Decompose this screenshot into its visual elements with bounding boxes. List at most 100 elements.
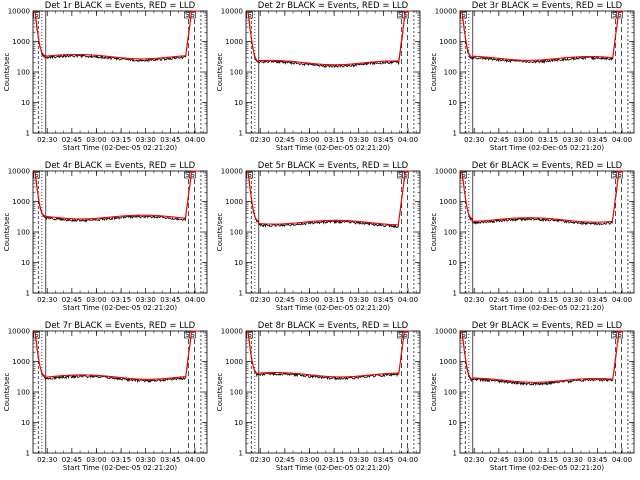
chart-title: Det 1r BLACK = Events, RED = LLD xyxy=(45,1,196,11)
y-tick-label: 1 xyxy=(26,290,30,298)
y-tick-label: 1 xyxy=(239,290,243,298)
y-tick-label: 1 xyxy=(26,450,30,458)
top-marker-label: S xyxy=(34,11,39,19)
plot-frame xyxy=(245,170,421,294)
y-axis-label: Counts/sec xyxy=(3,373,11,412)
y-axis-label: Counts/sec xyxy=(430,213,438,252)
y-tick-label: 10 xyxy=(448,99,457,107)
chart-title: Det 5r BLACK = Events, RED = LLD xyxy=(258,161,409,171)
y-tick-label: 1000 xyxy=(12,358,30,366)
top-marker-label: S xyxy=(247,331,252,339)
top-marker-box xyxy=(402,331,409,339)
x-axis-label: Start Time (02-Dec-05 02:21:20) xyxy=(63,304,177,312)
chart-title: Det 7r BLACK = Events, RED = LLD xyxy=(45,321,196,331)
top-marker-label: S xyxy=(461,171,466,179)
x-tick-label: 03:00 xyxy=(513,136,533,144)
y-tick-label: 1 xyxy=(239,130,243,138)
top-marker-label: S xyxy=(612,171,617,179)
top-marker-label: S xyxy=(190,171,195,179)
y-tick-label: 10 xyxy=(21,419,30,427)
x-tick-label: 03:00 xyxy=(86,456,106,464)
top-marker-box xyxy=(460,331,467,339)
top-marker-label: S xyxy=(461,11,466,19)
x-tick-label: 03:15 xyxy=(538,136,558,144)
series-lld-line xyxy=(461,10,625,61)
x-tick-label: 03:15 xyxy=(324,296,344,304)
series-lld-line xyxy=(247,330,411,378)
top-marker-box xyxy=(616,171,623,179)
y-tick-label: 1000 xyxy=(225,358,243,366)
series-lld-line xyxy=(34,170,198,220)
y-axis-label: Counts/sec xyxy=(216,373,224,412)
x-tick-label: 03:15 xyxy=(324,456,344,464)
y-tick-label: 10 xyxy=(234,99,243,107)
y-tick-label: 1000 xyxy=(225,38,243,46)
y-tick-label: 100 xyxy=(230,69,243,77)
x-tick-label: 03:30 xyxy=(136,296,156,304)
chart-panel-det-6: Det 6r BLACK = Events, RED = LLD 1 10 100 10… xyxy=(430,161,635,312)
top-marker-label: S xyxy=(612,331,617,339)
x-tick-label: 02:30 xyxy=(464,456,484,464)
chart-title: Det 3r BLACK = Events, RED = LLD xyxy=(472,1,623,11)
x-tick-label: 03:30 xyxy=(563,136,583,144)
chart-title: Det 8r BLACK = Events, RED = LLD xyxy=(258,321,409,331)
top-marker-label: S xyxy=(185,331,190,339)
x-axis-label: Start Time (02-Dec-05 02:21:20) xyxy=(490,464,604,472)
x-tick-label: 03:00 xyxy=(86,296,106,304)
x-tick-label: 03:15 xyxy=(111,136,131,144)
y-axis-label: Counts/sec xyxy=(216,53,224,92)
y-tick-label: 100 xyxy=(230,229,243,237)
x-tick-label: 02:45 xyxy=(489,296,509,304)
y-tick-label: 10000 xyxy=(435,8,457,16)
x-axis-label: Start Time (02-Dec-05 02:21:20) xyxy=(63,464,177,472)
x-tick-label: 03:45 xyxy=(587,136,607,144)
top-marker-box xyxy=(246,11,253,19)
x-tick-label: 02:45 xyxy=(275,456,295,464)
x-tick-label: 02:30 xyxy=(250,296,270,304)
series-events-line xyxy=(247,10,411,69)
top-marker-label: S xyxy=(190,11,195,19)
top-marker-box xyxy=(189,171,196,179)
x-tick-label: 02:30 xyxy=(250,136,270,144)
chart-panel-det-2: Det 2r BLACK = Events, RED = LLD 1 10 100 10… xyxy=(216,1,421,152)
y-tick-label: 1 xyxy=(453,450,457,458)
top-marker-box xyxy=(460,11,467,19)
x-tick-label: 03:00 xyxy=(299,136,319,144)
chart-title: Det 6r BLACK = Events, RED = LLD xyxy=(472,161,623,171)
x-tick-label: 02:30 xyxy=(37,456,57,464)
x-tick-label: 04:00 xyxy=(398,456,418,464)
series-lld-line xyxy=(34,330,198,380)
y-tick-label: 100 xyxy=(17,389,30,397)
y-tick-label: 1 xyxy=(453,130,457,138)
x-axis-label: Start Time (02-Dec-05 02:21:20) xyxy=(276,464,390,472)
y-tick-label: 1000 xyxy=(12,198,30,206)
y-tick-label: 100 xyxy=(444,229,457,237)
y-tick-label: 1 xyxy=(26,130,30,138)
top-marker-label: S xyxy=(185,171,190,179)
x-tick-label: 03:45 xyxy=(373,456,393,464)
top-marker-box xyxy=(246,331,253,339)
plot-frame xyxy=(32,170,208,294)
x-tick-label: 03:00 xyxy=(299,456,319,464)
y-tick-label: 1000 xyxy=(439,38,457,46)
y-tick-label: 100 xyxy=(17,229,30,237)
x-tick-label: 04:00 xyxy=(185,136,205,144)
x-tick-label: 03:45 xyxy=(160,136,180,144)
series-events-line xyxy=(34,170,198,223)
x-axis-label: Start Time (02-Dec-05 02:21:20) xyxy=(276,304,390,312)
x-axis-label: Start Time (02-Dec-05 02:21:20) xyxy=(490,304,604,312)
x-tick-label: 03:30 xyxy=(349,456,369,464)
series-events-line xyxy=(461,170,625,226)
top-marker-box xyxy=(33,11,40,19)
x-tick-label: 03:15 xyxy=(538,456,558,464)
y-axis-label: Counts/sec xyxy=(430,53,438,92)
x-axis-label: Start Time (02-Dec-05 02:21:20) xyxy=(276,144,390,152)
chart-panel-det-9: Det 9r BLACK = Events, RED = LLD 1 10 100 10… xyxy=(430,321,635,472)
x-tick-label: 02:45 xyxy=(489,456,509,464)
plot-frame xyxy=(459,330,635,454)
y-tick-label: 10000 xyxy=(221,8,243,16)
y-tick-label: 10000 xyxy=(8,8,30,16)
x-tick-label: 03:45 xyxy=(160,296,180,304)
x-tick-label: 03:30 xyxy=(136,456,156,464)
